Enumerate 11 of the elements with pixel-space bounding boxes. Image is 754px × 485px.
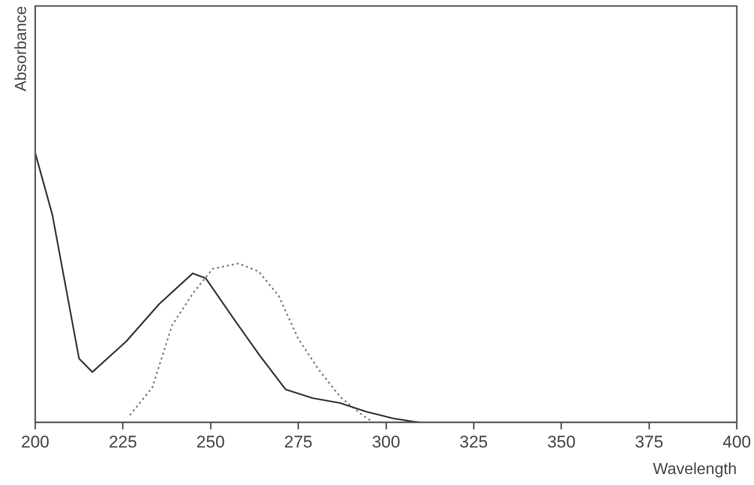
x-tick-label: 250 bbox=[196, 432, 225, 452]
x-tick-label: 200 bbox=[21, 432, 50, 452]
x-tick-label: 325 bbox=[460, 432, 488, 452]
x-tick-label: 275 bbox=[284, 432, 312, 452]
x-tick-label: 400 bbox=[722, 432, 752, 452]
x-tick-label: 300 bbox=[372, 432, 400, 452]
y-axis-title: Absorbance bbox=[13, 6, 30, 92]
x-tick-label: 225 bbox=[108, 432, 138, 452]
x-axis-title: Wavelength bbox=[652, 460, 737, 478]
x-tick-label: 375 bbox=[634, 432, 664, 452]
x-tick-label: 350 bbox=[547, 432, 576, 452]
